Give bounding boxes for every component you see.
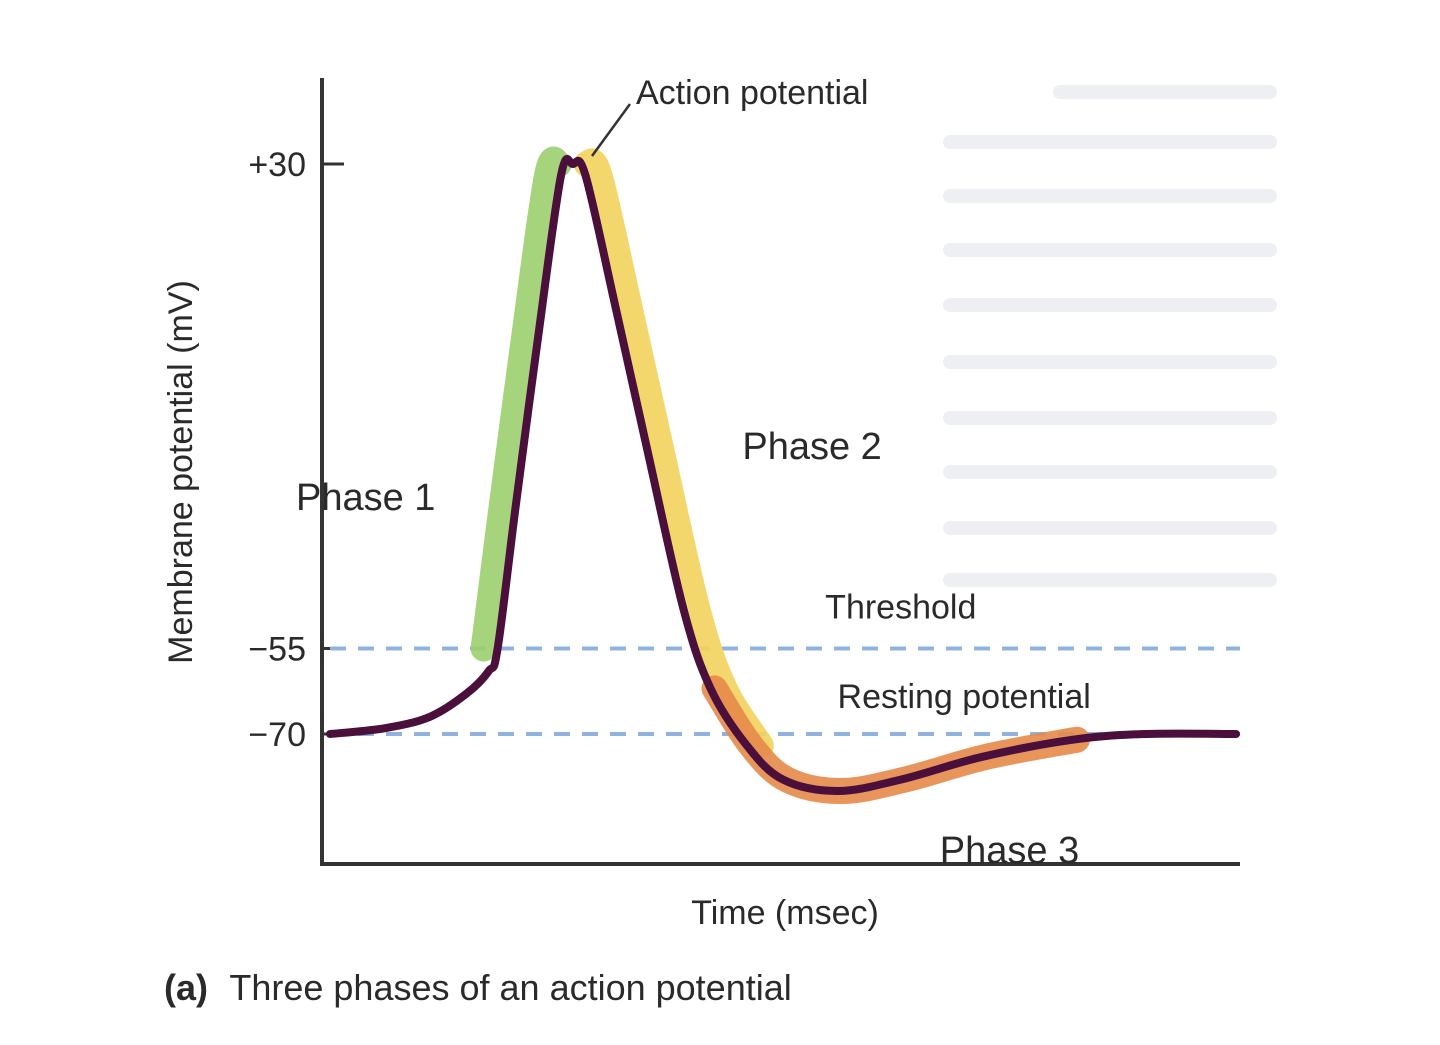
annotation-phase-3: Phase 3	[940, 830, 1079, 872]
annotation-threshold: Threshold	[825, 589, 976, 627]
annotation-phase-2: Phase 2	[742, 426, 881, 468]
caption-prefix: (a)	[164, 967, 208, 1008]
membrane-potential-trace	[326, 155, 1240, 795]
annotations: Action potential Phase 1 Phase 2 Threshold R…	[296, 74, 1091, 872]
y-ticks: +30 −55 −70	[248, 146, 344, 754]
x-axis-label: Time (msec)	[691, 894, 879, 932]
phase-1-highlight	[470, 146, 572, 662]
action-potential-leader	[590, 103, 632, 157]
caption-text: Three phases of an action potential	[229, 967, 791, 1008]
y-axis-label: Membrane potential (mV)	[162, 280, 200, 664]
background-texture	[943, 85, 1277, 587]
phase-2-highlight	[573, 148, 774, 759]
annotation-resting-potential: Resting potential	[838, 678, 1091, 716]
series-line	[326, 155, 1240, 795]
annotation-action-potential: Action potential	[636, 74, 869, 112]
annotation-phase-1: Phase 1	[296, 477, 435, 519]
y-tick-label: −55	[248, 631, 306, 669]
figure-caption: (a) Three phases of an action potential	[164, 967, 792, 1008]
y-tick-label: −70	[248, 716, 306, 754]
y-tick-label: +30	[248, 146, 306, 184]
